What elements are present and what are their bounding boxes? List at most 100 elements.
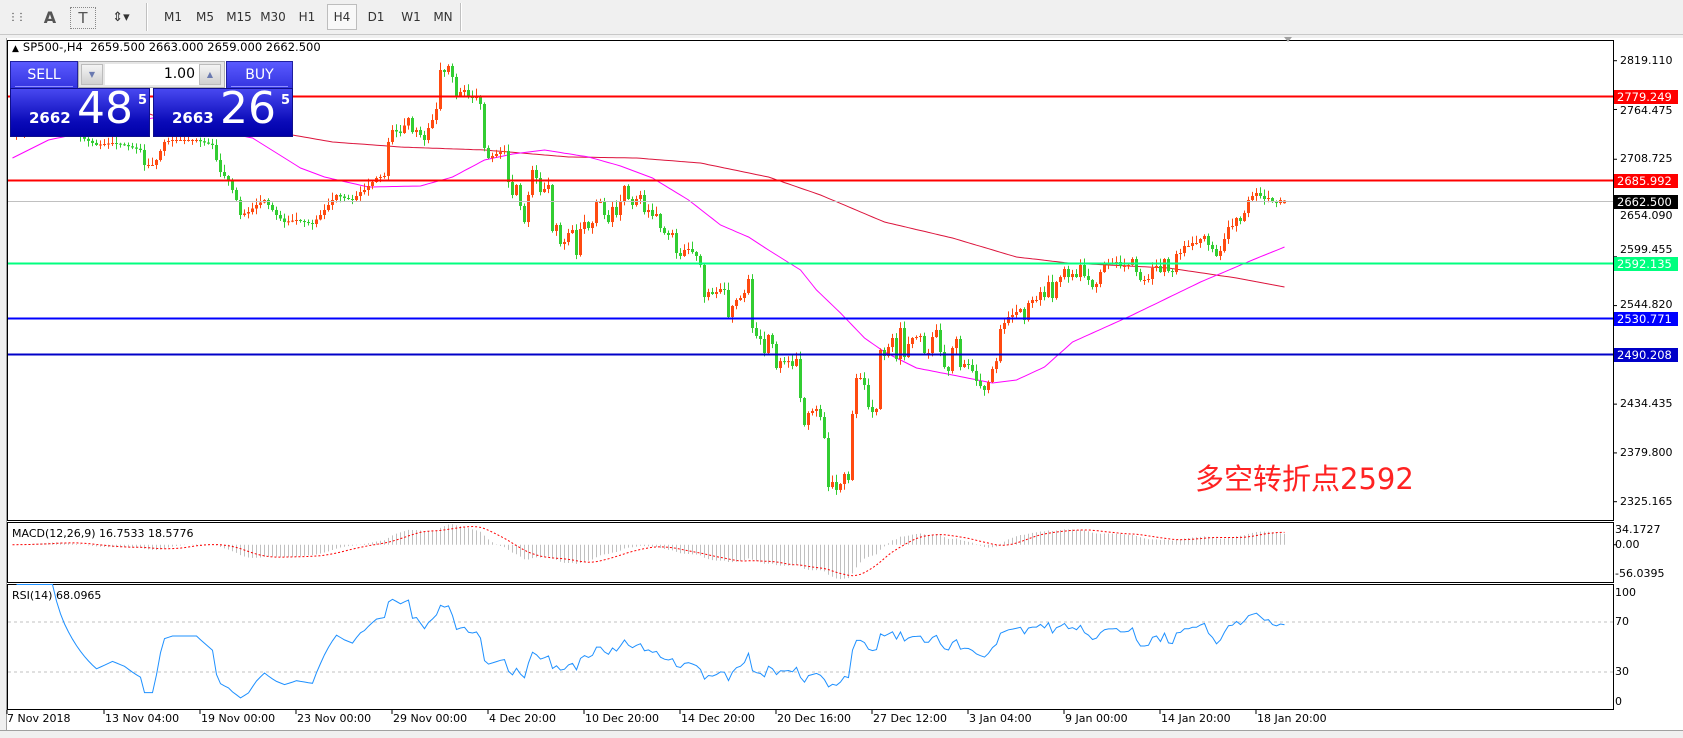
candle-body <box>583 222 586 230</box>
candle <box>999 324 1002 363</box>
candle <box>279 210 282 222</box>
candle <box>523 203 526 224</box>
increase-lot-button[interactable]: ▲ <box>199 64 221 85</box>
timeframe-m5-button[interactable]: M5 <box>196 10 214 24</box>
candle <box>315 215 318 228</box>
text-label-icon[interactable]: T <box>70 7 96 29</box>
candle <box>531 165 534 198</box>
candle <box>779 357 782 373</box>
candle <box>959 335 962 371</box>
candle-body <box>1079 264 1082 278</box>
candle-body <box>1055 282 1058 299</box>
candle <box>511 174 514 199</box>
candle <box>755 322 758 339</box>
candle <box>339 193 342 203</box>
candle <box>679 248 682 260</box>
candle <box>1083 258 1086 278</box>
decrease-lot-button[interactable]: ▼ <box>81 64 103 85</box>
candle <box>207 138 210 145</box>
candle-body <box>607 214 610 223</box>
candle <box>495 149 498 158</box>
lot-size-stepper[interactable]: ▼ 1.00 ▲ <box>78 61 225 88</box>
candle-body <box>275 209 278 215</box>
candle-body <box>1267 198 1270 200</box>
candle <box>115 135 118 150</box>
candle-body <box>931 337 934 354</box>
candle <box>1067 265 1070 283</box>
price-tick-label: 2764.475 <box>1620 103 1673 117</box>
timeframe-h1-button[interactable]: H1 <box>298 10 316 24</box>
timeframe-d1-button[interactable]: D1 <box>367 10 385 24</box>
buy-price-button[interactable]: 2663 26 5 <box>153 83 293 137</box>
candle <box>1203 234 1206 242</box>
candle-body <box>1227 227 1230 240</box>
candle <box>1087 268 1090 285</box>
candle <box>611 201 614 227</box>
candle-body <box>983 386 986 390</box>
candle-body <box>999 328 1002 362</box>
sell-price-big-figure: 2662 <box>29 109 71 127</box>
candle-body <box>283 218 286 223</box>
ohlc-values: 2659.500 2663.000 2659.000 2662.500 <box>90 40 321 54</box>
candle-body <box>603 202 606 215</box>
candle <box>859 373 862 380</box>
candle <box>123 142 126 146</box>
candle <box>931 332 934 357</box>
candle-body <box>823 417 826 439</box>
timeframe-m30-button[interactable]: M30 <box>260 10 286 24</box>
candle-body <box>987 382 990 390</box>
time-axis-label: 9 Jan 00:00 <box>1065 712 1128 725</box>
candle-body <box>1263 195 1266 200</box>
candle-body <box>155 159 158 165</box>
candle <box>847 471 850 484</box>
candle-body <box>531 169 534 195</box>
lot-size-input[interactable]: 1.00 <box>105 64 199 85</box>
timeframe-m1-button[interactable]: M1 <box>164 10 182 24</box>
candle <box>871 399 874 418</box>
buy-price-big-figure: 2663 <box>172 109 214 127</box>
candle-body <box>335 194 338 200</box>
candle-body <box>1179 253 1182 255</box>
candle-body <box>495 154 498 156</box>
candle-body <box>895 338 898 359</box>
candle-body <box>519 184 522 206</box>
candle <box>99 140 102 150</box>
fibo-fan-icon[interactable]: ⋮⋮ <box>8 11 26 23</box>
candle-body <box>487 147 490 159</box>
candle-body <box>591 223 594 229</box>
candle-body <box>515 184 518 195</box>
chart-window[interactable] <box>6 38 1683 730</box>
candle <box>1019 308 1022 313</box>
candle <box>439 62 442 111</box>
candle-body <box>827 438 830 488</box>
candle-body <box>947 367 950 371</box>
candle <box>863 372 866 390</box>
candle <box>359 186 362 201</box>
candle-body <box>719 288 722 293</box>
candle <box>1003 318 1006 334</box>
text-icon[interactable]: A <box>43 7 57 27</box>
candle <box>1215 244 1218 257</box>
candle-body <box>727 289 730 318</box>
candle <box>1155 259 1158 272</box>
candle <box>663 226 666 235</box>
candle-body <box>227 176 230 180</box>
timeframe-mn-button[interactable]: MN <box>433 10 453 24</box>
timeframe-m15-button[interactable]: M15 <box>226 10 252 24</box>
sell-button[interactable]: SELL <box>10 61 78 89</box>
sell-price-button[interactable]: 2662 48 5 <box>10 83 150 137</box>
candle <box>235 187 238 201</box>
candle <box>687 242 690 255</box>
candle <box>403 118 406 134</box>
candle <box>939 323 942 357</box>
arrows-icon[interactable]: ⇕▾ <box>112 9 130 25</box>
candle-body <box>959 338 962 368</box>
candle <box>783 357 786 365</box>
candle <box>435 102 438 125</box>
candle-body <box>803 398 806 425</box>
candle <box>891 333 894 352</box>
timeframe-h4-button[interactable]: H4 <box>327 4 357 30</box>
time-axis-label: 18 Jan 20:00 <box>1257 712 1327 725</box>
candle-body <box>579 229 582 255</box>
timeframe-w1-button[interactable]: W1 <box>401 10 421 24</box>
